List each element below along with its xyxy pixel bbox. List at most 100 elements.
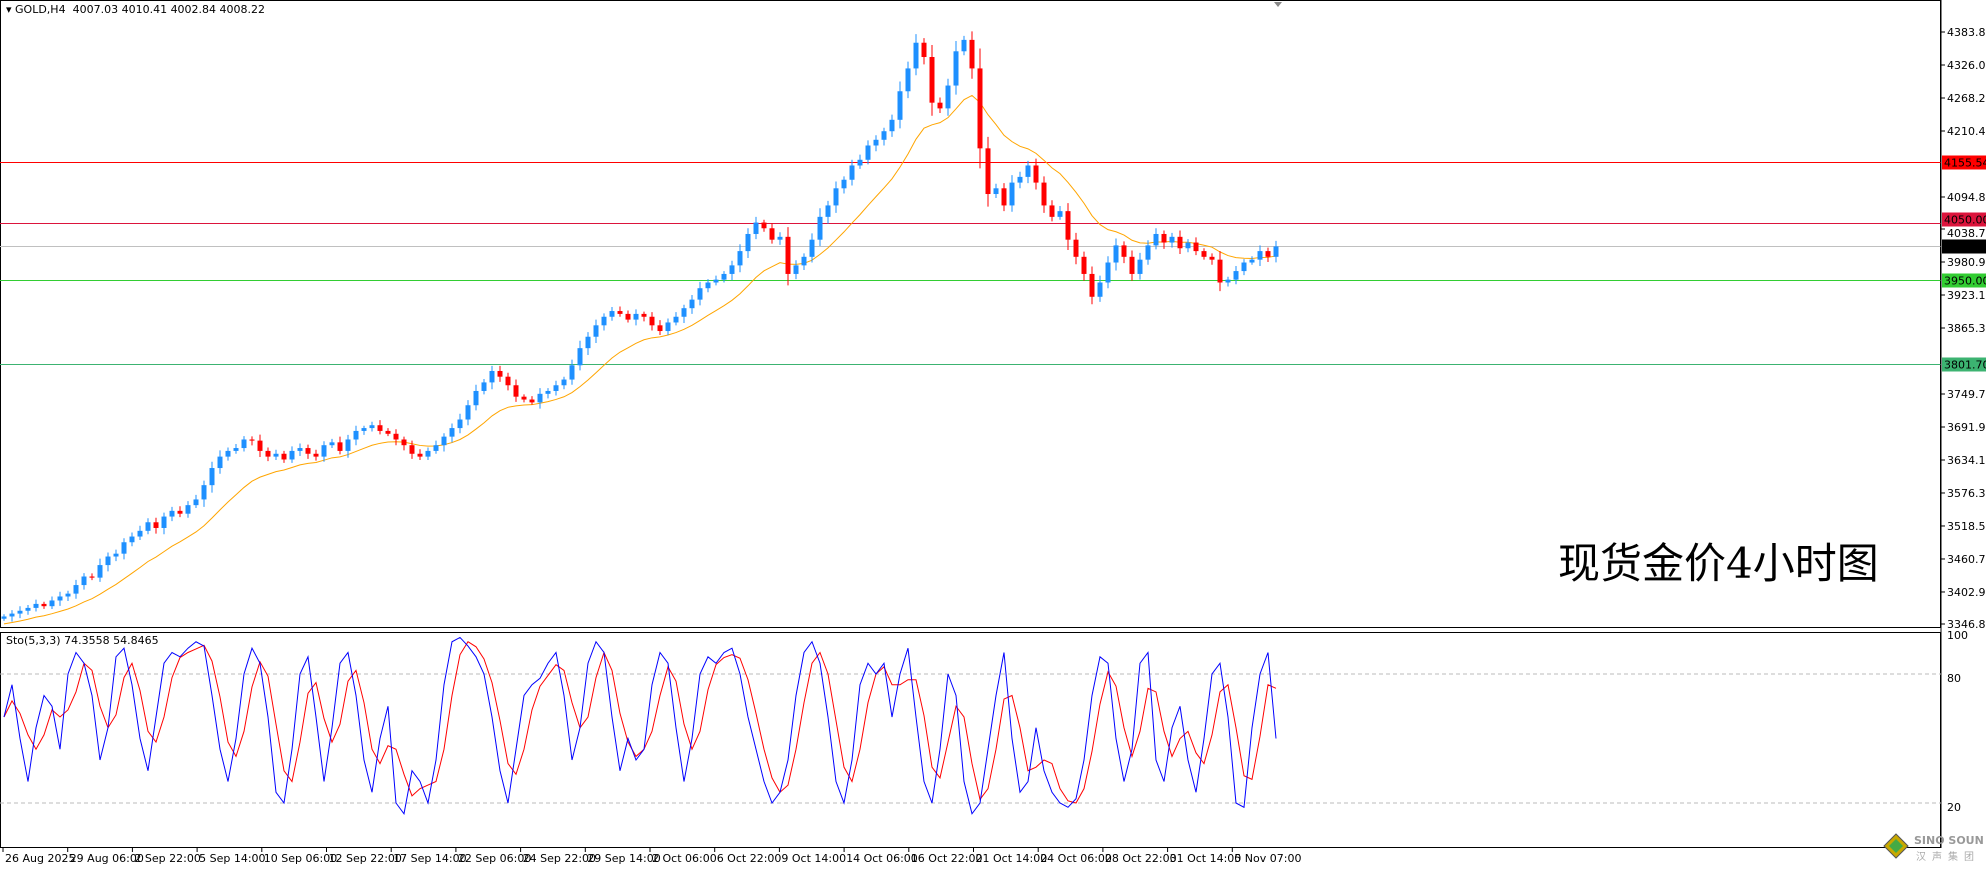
- candle-body: [601, 316, 607, 326]
- candle-body: [281, 453, 287, 460]
- candle: [1161, 230, 1167, 249]
- candle: [657, 320, 663, 336]
- candle-body: [489, 370, 495, 383]
- candle-body: [449, 428, 455, 437]
- candle: [905, 61, 911, 99]
- candle-body: [153, 522, 159, 528]
- candle-body: [177, 510, 183, 514]
- candle-body: [433, 445, 439, 451]
- candle: [993, 183, 999, 199]
- candle: [665, 318, 671, 336]
- candle: [441, 433, 447, 452]
- candle: [721, 271, 727, 283]
- candle: [153, 517, 159, 534]
- candle: [233, 444, 239, 454]
- candle-body: [705, 282, 711, 289]
- level-price-tag: [1942, 357, 1986, 372]
- candle: [409, 440, 415, 459]
- candle-body: [1193, 242, 1199, 252]
- candle: [617, 306, 623, 317]
- price-tick-label: 4210.40: [1947, 125, 1986, 138]
- candle: [1009, 175, 1015, 212]
- sino-sound-logo: SINO SOUND 汉声集团: [1880, 828, 1986, 866]
- candle-body: [401, 439, 407, 446]
- candle-body: [1225, 279, 1231, 283]
- candle: [841, 176, 847, 194]
- level-price-tag: [1942, 239, 1986, 254]
- candle-body: [729, 265, 735, 274]
- candle: [1017, 171, 1023, 189]
- candle-body: [753, 222, 759, 234]
- candle: [417, 449, 423, 461]
- price-tick-label: 3691.90: [1947, 421, 1986, 434]
- symbol-label: GOLD,H4: [15, 3, 66, 16]
- candle-body: [329, 442, 335, 446]
- candle-body: [1233, 271, 1239, 280]
- candle-body: [985, 148, 991, 195]
- candle: [113, 549, 119, 562]
- candle-body: [1177, 236, 1183, 249]
- candle-body: [321, 445, 327, 457]
- candle: [681, 304, 687, 324]
- candle: [513, 379, 519, 402]
- chart-shift-marker-icon[interactable]: [1274, 2, 1282, 7]
- candle-body: [233, 448, 239, 451]
- candle: [801, 253, 807, 270]
- candle: [1121, 241, 1127, 264]
- candle-body: [1273, 246, 1279, 257]
- candle-body: [801, 256, 807, 266]
- candle: [1145, 240, 1151, 265]
- candle-body: [129, 536, 135, 543]
- candle: [561, 376, 567, 390]
- candle-body: [825, 205, 831, 217]
- candle-body: [305, 448, 311, 454]
- candle: [569, 359, 575, 385]
- candle-body: [673, 316, 679, 323]
- candle: [169, 506, 175, 522]
- candle: [425, 447, 431, 461]
- candle: [369, 421, 375, 432]
- level-price-label: 3801.70: [1944, 359, 1986, 372]
- candle: [353, 425, 359, 446]
- candle: [257, 434, 263, 457]
- candle: [1137, 252, 1143, 280]
- candle-body: [225, 450, 231, 457]
- candle: [121, 538, 127, 560]
- candle: [1225, 276, 1231, 287]
- level-price-label: 4050.00: [1944, 214, 1986, 227]
- candle: [297, 443, 303, 457]
- candle: [1033, 158, 1039, 190]
- candle: [1257, 245, 1263, 266]
- time-tick-label: 12 Sep 22:00: [329, 852, 402, 865]
- candle-body: [1065, 211, 1071, 240]
- candle-body: [1169, 236, 1175, 243]
- ohlc-readout: 4007.03 4010.41 4002.84 4008.22: [72, 3, 266, 16]
- candle-body: [633, 313, 639, 320]
- candle-body: [1201, 251, 1207, 257]
- candle-body: [297, 448, 303, 451]
- candle-body: [49, 600, 55, 607]
- candle: [97, 558, 103, 582]
- candle: [937, 97, 943, 113]
- level-price-label: 4155.54: [1944, 157, 1986, 170]
- triangle-down-icon[interactable]: ▾: [6, 3, 12, 16]
- candle-body: [505, 376, 511, 386]
- candle-body: [881, 131, 887, 140]
- candle: [1209, 253, 1215, 265]
- candle: [1217, 251, 1223, 292]
- candle-body: [1105, 262, 1111, 283]
- candle-body: [953, 51, 959, 86]
- candle-body: [417, 453, 423, 457]
- candle: [1169, 232, 1175, 248]
- candle-body: [185, 505, 191, 514]
- price-tick-label: 3980.90: [1947, 256, 1986, 269]
- candle-body: [545, 390, 551, 394]
- time-tick-label: 28 Oct 22:00: [1105, 852, 1177, 865]
- time-tick-label: 2 Sep 22:00: [134, 852, 200, 865]
- candle: [1097, 275, 1103, 302]
- candle: [385, 428, 391, 437]
- candle-body: [113, 553, 119, 557]
- candle-body: [961, 39, 967, 52]
- candle-body: [1033, 165, 1039, 183]
